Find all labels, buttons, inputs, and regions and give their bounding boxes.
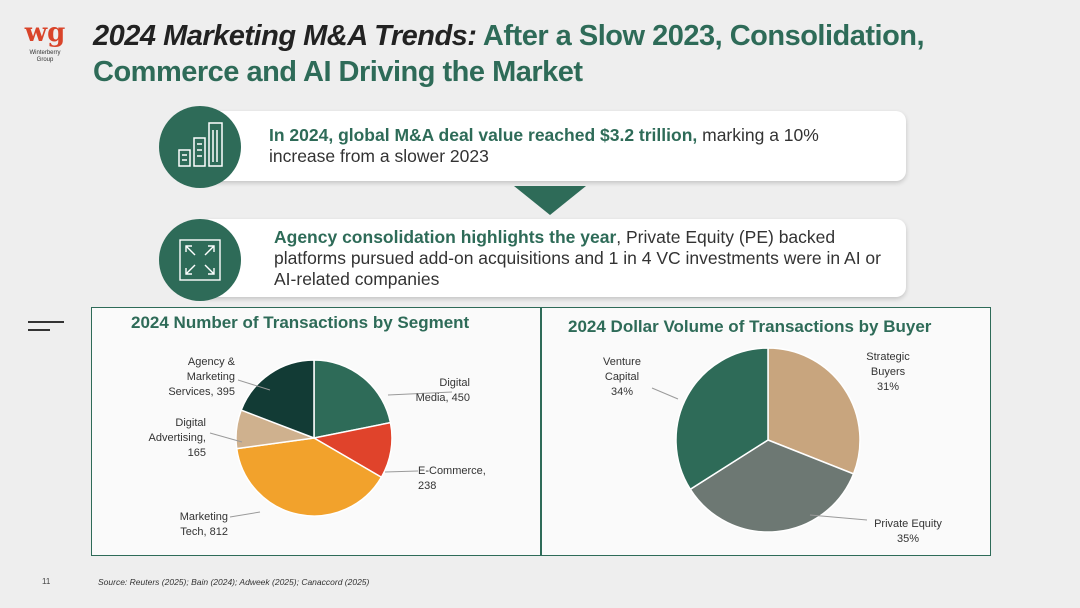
consolidation-highlight: Agency consolidation highlights the year: [274, 227, 617, 247]
consolidation-text: Agency consolidation highlights the year…: [274, 227, 899, 290]
expand-arrows-icon: [179, 239, 221, 281]
title-lead: 2024 Marketing M&A Trends:: [93, 20, 477, 52]
buyer-leader-venture-capital: [651, 387, 679, 400]
segment-leader-marketing-tech: [229, 511, 261, 518]
buyer-label-strategic-buyers: Strategic Buyers 31%: [866, 351, 910, 393]
agency-consolidation-card: Agency consolidation highlights the year…: [200, 219, 906, 297]
deal-value-rest: marking a 10% increase from a slower 202…: [269, 125, 819, 166]
segment-label-digital-media: Digital Media, 450: [416, 377, 470, 404]
segment-slice-marketing-tech: [235, 437, 383, 517]
deal-value-highlight: In 2024, global M&A deal value reached $…: [269, 125, 698, 145]
segment-label-digital-advertising: Digital Advertising, 165: [149, 417, 206, 459]
company-logo: wg Winterberry Group: [22, 20, 68, 64]
expand-icon-circle: [159, 219, 241, 301]
logo-text: Winterberry Group: [29, 50, 61, 63]
side-decoration: [28, 321, 64, 337]
segment-slice-digital-media: [313, 359, 392, 439]
consolidation-rest: , Private Equity (PE) backed platforms p…: [274, 227, 881, 289]
down-arrow: [514, 186, 586, 215]
buyer-chart-title: 2024 Dollar Volume of Transactions by Bu…: [568, 317, 932, 336]
segment-leader-digital-media: [387, 391, 453, 396]
buyer-slice-venture-capital: [675, 347, 769, 491]
title-rest: After a Slow 2023, Consolidation, Commer…: [93, 20, 925, 88]
buildings-icon-circle: [159, 106, 241, 188]
segment-leader-e-commerce: [384, 470, 419, 473]
deal-value-text: In 2024, global M&A deal value reached $…: [269, 125, 889, 167]
buyer-label-private-equity: Private Equity 35%: [874, 518, 942, 545]
segment-chart-title: 2024 Number of Transactions by Segment: [131, 313, 470, 332]
buyer-leader-private-equity: [809, 514, 868, 521]
segment-label-marketing-tech: Marketing Tech, 812: [180, 511, 228, 538]
logo-mark: wg: [24, 18, 66, 48]
segment-leader-digital-advertising: [209, 432, 243, 443]
page-title: 2024 Marketing M&A Trends: After a Slow …: [93, 18, 993, 90]
source-note: Source: Reuters (2025); Bain (2024); Adw…: [98, 577, 370, 587]
deal-value-card: In 2024, global M&A deal value reached $…: [200, 111, 906, 181]
segment-leader-agency-and-marketing-services: [237, 379, 271, 391]
segment-label-agency-and-marketing-services: Agency & Marketing Services, 395: [168, 356, 235, 398]
page-number: 11: [42, 577, 51, 586]
charts-divider: [540, 307, 542, 556]
segment-pie-chart: Digital Media, 450 E-Commerce, 238 Marketing…: [149, 356, 486, 538]
segment-label-e-commerce: E-Commerce, 238: [418, 465, 486, 492]
buyer-slice-strategic-buyers: [767, 347, 861, 475]
buyer-label-venture-capital: Venture Capital 34%: [603, 356, 641, 398]
buyer-pie-chart: Strategic Buyers 31% Private Equity 35% Ventu…: [603, 347, 942, 545]
buyer-slice-private-equity: [689, 439, 855, 533]
buildings-icon: [178, 122, 223, 167]
segment-slice-agency-and-marketing-services: [240, 359, 315, 440]
